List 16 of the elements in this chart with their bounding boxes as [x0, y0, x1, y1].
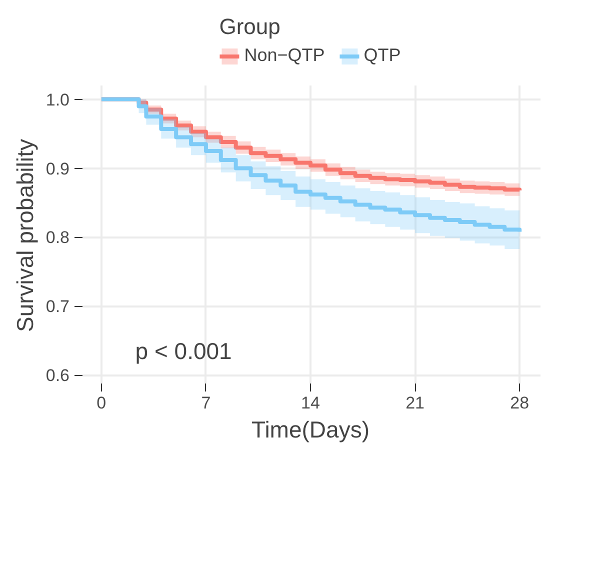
- legend-title: Group: [219, 14, 282, 40]
- y-tick-label: 0.9: [46, 159, 70, 178]
- x-tick-label: 21: [406, 394, 425, 412]
- y-tick-label: 1.0: [46, 90, 70, 110]
- legend-label: Non−QTP: [244, 45, 325, 66]
- x-tick-label: 14: [301, 394, 320, 412]
- x-tick-label: 28: [510, 394, 530, 412]
- legend-label: QTP: [364, 45, 401, 66]
- y-tick-label: 0.7: [46, 297, 70, 316]
- y-tick-label: 0.8: [46, 228, 70, 248]
- x-axis-title: Time(Days): [252, 416, 370, 442]
- x-tick-label: 7: [201, 394, 211, 412]
- y-tick-label: 0.6: [46, 366, 70, 386]
- x-tick-label: 0: [96, 394, 106, 412]
- annotation: p < 0.001: [135, 338, 232, 364]
- y-axis-title: Survival probability: [12, 138, 38, 332]
